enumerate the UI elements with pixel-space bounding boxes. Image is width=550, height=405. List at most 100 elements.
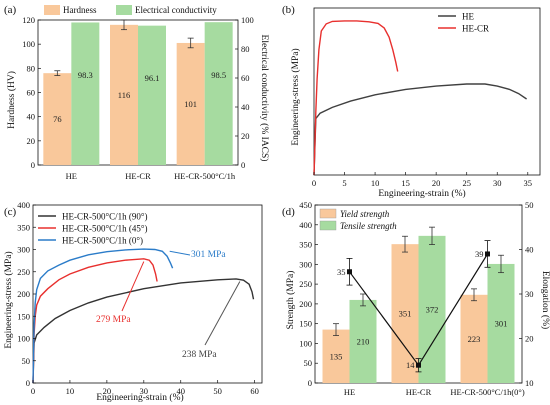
y-tick-label: 400 [299,220,312,230]
panel-d-y2-axis-label: Elongation (%) [540,271,550,329]
panel-d-y-axis-label: Strength (MPa) [285,271,296,330]
panel-b-plot-frame [313,7,541,176]
y2-tick-label: 10 [525,378,534,388]
panel-a-y2-axis-label: Electrical conductivity (% IACS) [259,35,270,162]
x-tick-label: 10 [66,386,75,396]
y-tick-label: 300 [299,259,312,269]
y-tick-label: 200 [17,289,30,299]
y2-tick-label: 40 [241,102,250,112]
y-tick-label: 100 [17,334,30,344]
y-tick-label: 400 [17,200,30,210]
y2-tick-label: 100 [241,15,254,25]
y-tick-label: 20 [27,136,36,146]
x-tick-label: 35 [524,178,533,188]
y-tick-label: 100 [299,338,312,348]
y-tick-label: 350 [299,240,312,250]
x-tick-label: 20 [432,178,441,188]
annotation-arrow [204,281,241,346]
x-tick-label: 60 [250,386,259,396]
x-tick-label: HE [66,171,77,181]
conductivity-data-label: 98.3 [78,70,93,80]
annotation-arrow [169,250,191,256]
y-tick-label: 80 [27,63,36,73]
hardness-bar [43,73,72,165]
y2-tick-label: 60 [241,73,250,83]
x-tick-label: HE [344,387,355,397]
panel-b-legend: HE HE-CR [438,12,489,34]
panel-c-y-axis-label: Engineering-stress (MPa) [3,251,14,348]
x-tick-label: 5 [342,178,346,188]
hardness-bar [110,24,138,166]
legend-label: HE [462,12,474,22]
hardness-data-label: 76 [53,114,62,124]
legend-swatch-conductivity [116,5,132,15]
panel-b-x-axis-label: Engineering-strain (%) [378,188,465,199]
y2-tick-label: 40 [525,245,534,255]
tensile-data-label: 372 [426,304,439,314]
y-tick-label: 0 [31,160,35,170]
y-tick-label: 250 [17,267,30,277]
yield-strength-bar [460,294,488,383]
panel-c-label: (c) [4,206,17,218]
yield-data-label: 223 [468,334,481,344]
y-tick-label: 60 [27,88,36,98]
y-tick-label: 350 [17,222,30,232]
tensile-strength-bar [349,299,377,383]
x-tick-label: 20 [103,386,112,396]
legend-label: HE-CR-500°C/1h (90°) [62,212,147,222]
panel-b-label: (b) [282,4,295,16]
x-tick-label: 30 [140,386,149,396]
y-tick-label: 300 [17,245,30,255]
y-tick-label: 100 [22,39,35,49]
x-tick-label: HE-CR-500°C/1h(0°) [450,387,524,397]
conductivity-data-label: 96.1 [145,73,160,83]
x-tick-label: 30 [493,178,502,188]
conductivity-bar [204,22,233,165]
x-tick-label: 0 [31,386,35,396]
elongation-data-label: 14 [406,360,415,370]
y-tick-label: 40 [27,112,36,122]
elongation-point [485,251,490,257]
panel-c-x-axis-label: Engineering-strain (%) [96,392,183,403]
yield-data-label: 351 [399,309,412,319]
x-tick-label: HE-CR-500°C/1h [174,171,236,181]
y2-tick-label: 0 [241,160,245,170]
panel-a-hardness-conductivity-chart: (a) 76 98.3 116 96.1 101 98.5 HE HE-CR HE-CR-50… [4,4,270,181]
hardness-data-label: 101 [184,99,197,109]
elongation-data-label: 39 [475,249,484,259]
elongation-point [347,269,352,275]
panel-c-orientation-stress-strain-chart: (c) 0 10 20 30 40 50 60 0 50 100 150 200 250 300 350 40… [3,200,263,403]
x-tick-label: 40 [176,386,185,396]
yield-strength-bar [322,329,350,383]
hardness-bar [176,42,205,166]
annotation-301-mpa: 301 MPa [191,250,226,260]
panel-b-stress-strain-chart: (b) 0 5 10 15 20 25 30 35 HE HE-CR Engineering-s… [282,4,541,199]
conductivity-bar [71,22,100,166]
annotation-arrow [121,261,145,312]
x-tick-label: 15 [401,178,410,188]
y-tick-label: 50 [304,358,313,368]
x-tick-label: 10 [371,178,380,188]
conductivity-data-label: 98.5 [211,70,226,80]
legend-swatch-hardness [44,5,60,15]
elongation-point [416,362,421,368]
y-tick-label: 50 [22,356,31,366]
panel-a-legend: Hardness Electrical conductivity [44,5,217,15]
series-line [313,83,527,176]
y2-tick-label: 50 [525,200,534,210]
elongation-data-label: 35 [337,267,346,277]
legend-swatch-yield [319,208,337,219]
y-tick-label: 0 [308,378,312,388]
y-tick-label: 150 [17,311,30,321]
y-tick-label: 250 [299,279,312,289]
x-tick-label: 50 [213,386,222,396]
tensile-data-label: 210 [357,336,370,346]
x-tick-label: 0 [312,178,316,188]
x-tick-label: 25 [462,178,471,188]
legend-label: HE-CR-500°C/1h (45°) [62,224,147,234]
y-tick-label: 450 [299,200,312,210]
conductivity-bar [138,25,166,166]
panel-d-legend: Yield strength Tensile strength [319,208,397,231]
y-tick-label: 150 [299,319,312,329]
